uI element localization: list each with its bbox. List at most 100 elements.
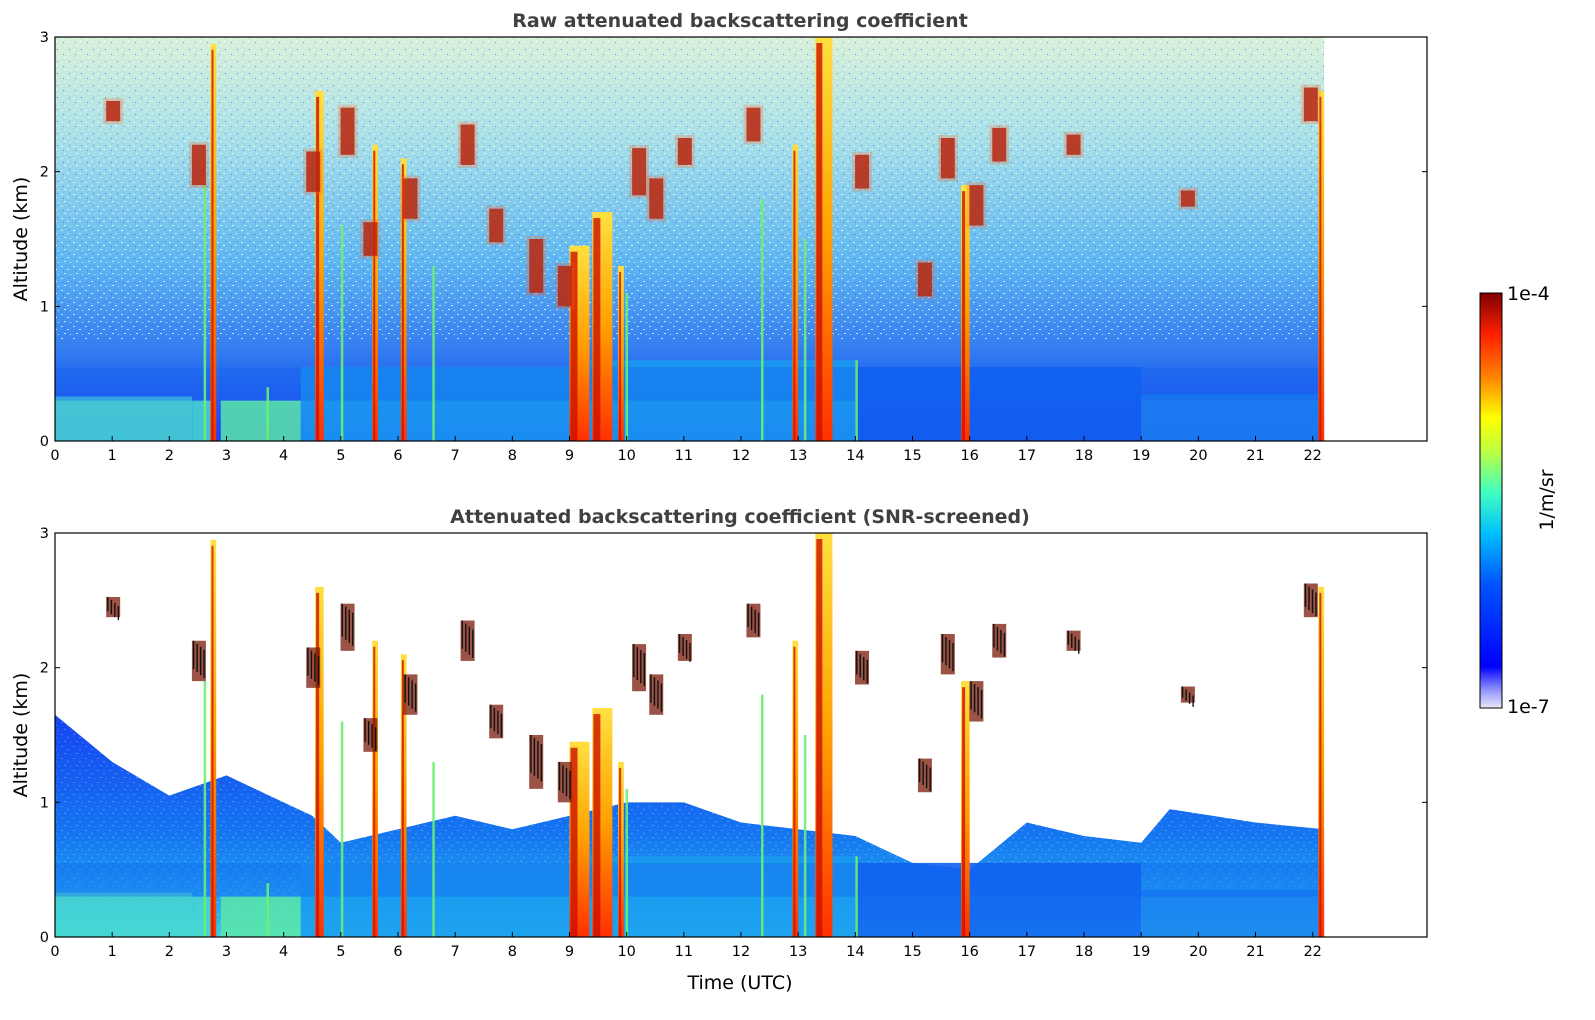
cloud-streak-dark xyxy=(1181,686,1184,698)
cloud-streak-dark xyxy=(493,707,496,732)
x-tick-label: 12 xyxy=(732,448,750,464)
cloud-streak-halo xyxy=(989,124,1010,165)
cloud-streak-halo xyxy=(1177,187,1198,210)
cloud-streak-dark xyxy=(490,704,492,729)
x-tick-label: 5 xyxy=(336,944,345,960)
thin-column xyxy=(266,387,270,441)
cloud-streak-dark xyxy=(863,656,865,681)
cloud-column xyxy=(315,586,324,937)
cloud-streak-dark xyxy=(945,637,947,666)
cloud-streak-halo xyxy=(674,135,695,168)
cloud-streak xyxy=(306,647,321,688)
cloud-streak-dark xyxy=(367,721,370,745)
x-tick-label: 9 xyxy=(565,944,574,960)
cloud-streak-halo xyxy=(457,121,478,168)
cloud-streak-dark xyxy=(682,637,684,656)
x-tick-label: 22 xyxy=(1303,448,1321,464)
thin-column xyxy=(432,761,435,937)
cloud-streak-halo xyxy=(526,236,547,296)
x-tick-label: 0 xyxy=(50,448,59,464)
x-tick-label: 11 xyxy=(675,944,693,960)
x-tick-label: 19 xyxy=(1132,448,1150,464)
cloud-streak-dark xyxy=(558,761,561,791)
x-tick-label: 14 xyxy=(846,448,864,464)
cloud-column-core xyxy=(211,49,214,441)
cloud-streak xyxy=(340,107,355,155)
cloud-streak xyxy=(191,640,206,682)
boundary-layer-band xyxy=(220,896,301,937)
x-tick-label: 8 xyxy=(508,944,517,960)
colorbar-top-label: 1e-4 xyxy=(1507,283,1550,305)
cloud-streak-dark xyxy=(952,643,954,672)
noise-speckle xyxy=(55,37,1325,340)
cloud-streak-halo xyxy=(303,148,324,195)
cloud-streak-dark xyxy=(1308,586,1310,611)
cloud-streak xyxy=(969,681,984,722)
x-tick-label: 7 xyxy=(451,448,460,464)
y-tick-label: 0 xyxy=(40,434,49,450)
boundary-layer-band xyxy=(300,862,570,937)
cloud-streak-dark xyxy=(918,758,921,783)
cloud-streak-dark xyxy=(653,677,656,706)
cloud-streak xyxy=(460,620,475,661)
cloud-streak-dark xyxy=(754,609,756,634)
panel-raw-y-label: Altitude (km) xyxy=(10,177,32,302)
cloud-streak xyxy=(403,178,418,219)
cloud-column-core xyxy=(316,592,320,937)
cloud-streak-dark xyxy=(461,620,463,649)
cloud-streak xyxy=(632,644,647,692)
cloud-streak xyxy=(917,262,932,297)
cloud-streak-dark xyxy=(973,684,976,713)
cloud-streak-dark xyxy=(650,674,652,703)
cloud-streak-dark xyxy=(192,640,195,670)
cloud-streak-dark xyxy=(404,674,406,703)
boundary-layer-band xyxy=(569,360,856,441)
cloud-streak-dark xyxy=(341,603,343,637)
cloud-streak-dark xyxy=(540,744,543,782)
cloud-streak-dark xyxy=(948,640,951,669)
cloud-column-core xyxy=(211,545,214,937)
cloud-streak-dark xyxy=(993,623,995,648)
cloud-streak-dark xyxy=(472,629,474,658)
cloud-streak xyxy=(1303,583,1318,618)
cloud-streak xyxy=(1180,190,1195,207)
panel-raw: Raw attenuated backscattering coefficien… xyxy=(10,10,1428,464)
cloud-streak-halo xyxy=(1300,84,1321,125)
cloud-streak xyxy=(306,151,321,192)
cloud-column-core xyxy=(401,660,404,937)
x-tick-label: 8 xyxy=(508,448,517,464)
boundary-layer-band xyxy=(220,400,301,441)
cloud-streak-dark xyxy=(929,767,931,792)
cloud-streak-dark xyxy=(859,653,861,678)
cloud-streak-dark xyxy=(110,599,113,615)
x-tick-label: 15 xyxy=(903,944,921,960)
cloud-streak xyxy=(106,100,121,122)
cloud-streak-halo xyxy=(486,205,507,246)
cloud-streak-dark xyxy=(203,649,205,679)
cloud-column-core xyxy=(962,687,966,937)
cloud-streak-dark xyxy=(465,623,467,652)
boundary-layer-band xyxy=(1141,889,1325,937)
colorbar-bottom-label: 1e-7 xyxy=(1507,696,1550,718)
cloud-column-core xyxy=(570,251,578,441)
cloud-streak-dark xyxy=(196,643,198,673)
cloud-streak xyxy=(489,208,504,243)
cloud-streak-dark xyxy=(310,650,313,679)
x-tick-label: 1 xyxy=(108,944,117,960)
x-tick-label: 3 xyxy=(222,944,231,960)
x-tick-label: 16 xyxy=(960,944,978,960)
x-tick-label: 4 xyxy=(279,944,288,960)
boundary-layer-top xyxy=(55,862,1325,897)
cloud-streak-dark xyxy=(1071,633,1073,648)
x-tick-label: 20 xyxy=(1189,944,1207,960)
panel-raw-heatmap xyxy=(55,37,1325,441)
cloud-streak-dark xyxy=(500,713,503,738)
cloud-streak-halo xyxy=(914,259,935,300)
cloud-streak-dark xyxy=(866,659,868,684)
cloud-streak-dark xyxy=(352,612,354,646)
cloud-streak-dark xyxy=(1185,689,1187,701)
cloud-streak-dark xyxy=(114,602,116,618)
cloud-streak-dark xyxy=(747,603,749,628)
cloud-streak xyxy=(403,674,418,715)
